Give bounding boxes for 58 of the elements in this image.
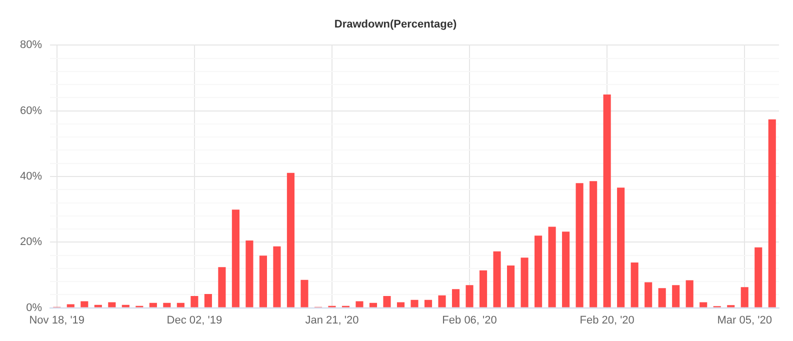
bar xyxy=(108,302,116,308)
bar xyxy=(686,280,694,308)
bar xyxy=(480,270,488,308)
bar xyxy=(658,288,666,308)
bar xyxy=(534,236,542,308)
bar xyxy=(218,267,226,308)
y-tick-label: 60% xyxy=(20,104,42,117)
bar xyxy=(452,289,460,308)
bar xyxy=(300,280,308,308)
bar xyxy=(562,232,570,308)
bar xyxy=(246,240,254,308)
bar xyxy=(149,302,157,308)
bar xyxy=(630,262,638,308)
x-tick-label: Feb 20, '20 xyxy=(580,314,634,326)
bar xyxy=(122,304,130,308)
bar xyxy=(383,296,391,308)
bar xyxy=(617,188,625,308)
x-tick-label: Jan 21, '20 xyxy=(305,314,359,326)
bar xyxy=(369,302,378,308)
bar xyxy=(740,287,748,308)
bar xyxy=(424,300,432,308)
x-tick-label: Nov 18, '19 xyxy=(29,314,85,326)
x-tick-label: Dec 02, '19 xyxy=(166,314,222,326)
bar xyxy=(80,301,88,308)
bar xyxy=(259,256,267,308)
bar xyxy=(603,94,611,308)
bar xyxy=(232,210,240,308)
bar xyxy=(286,172,294,308)
bar xyxy=(507,265,515,308)
bar xyxy=(754,247,762,308)
y-tick-label: 20% xyxy=(20,236,42,248)
bar xyxy=(356,301,364,308)
bar xyxy=(410,300,418,308)
bar xyxy=(644,282,652,308)
chart-title: Drawdown(Percentage) xyxy=(334,18,457,31)
bar xyxy=(672,285,680,308)
bar xyxy=(548,226,556,308)
bar xyxy=(273,246,281,308)
bar xyxy=(163,302,171,308)
bar xyxy=(438,295,446,308)
bar xyxy=(66,304,74,308)
bar xyxy=(493,251,501,308)
bar xyxy=(520,258,528,308)
bar xyxy=(94,304,102,308)
y-tick-label: 0% xyxy=(26,302,42,314)
bar xyxy=(466,285,474,308)
y-tick-label: 40% xyxy=(20,170,42,183)
bar xyxy=(190,296,198,308)
y-tick-label: 80% xyxy=(20,39,42,52)
bar xyxy=(396,302,405,308)
bar xyxy=(176,302,184,308)
x-tick-label: Feb 06, '20 xyxy=(442,314,497,326)
bar xyxy=(768,119,776,308)
bar xyxy=(590,181,598,308)
x-tick-label: Mar 05, '20 xyxy=(717,314,772,326)
bar xyxy=(576,183,584,308)
bar xyxy=(204,294,212,308)
bar xyxy=(700,302,708,308)
